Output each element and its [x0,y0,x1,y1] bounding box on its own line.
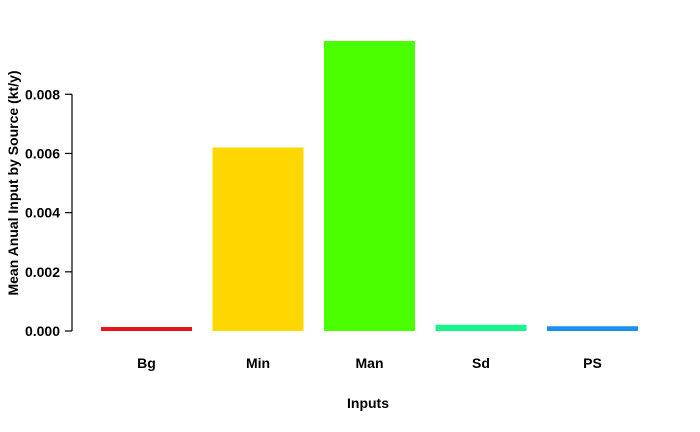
x-tick-label-min: Min [246,355,270,371]
x-tick-label-man: Man [356,355,384,371]
bar-min [212,147,304,331]
bar-ps [547,326,638,331]
bar-man [324,41,415,331]
bars [101,41,638,331]
bar-bg [101,327,192,331]
x-tick-label-bg: Bg [137,355,156,371]
bar-sd [435,324,527,331]
y-tick-label: 0.006 [25,145,60,161]
y-axis-label: Mean Anual Input by Source (kt/y) [5,70,21,295]
y-ticks: 0.000 0.002 0.004 0.006 0.008 [25,86,72,339]
x-tick-labels: Bg Min Man Sd PS [137,355,602,371]
x-tick-label-sd: Sd [472,355,490,371]
y-tick-label: 0.000 [25,323,60,339]
y-tick-label: 0.004 [25,205,60,221]
y-tick-label: 0.008 [25,86,60,102]
y-tick-label: 0.002 [25,264,60,280]
x-axis-label: Inputs [347,395,389,411]
x-tick-label-ps: PS [583,355,602,371]
y-axis: 0.000 0.002 0.004 0.006 0.008 [25,86,73,339]
